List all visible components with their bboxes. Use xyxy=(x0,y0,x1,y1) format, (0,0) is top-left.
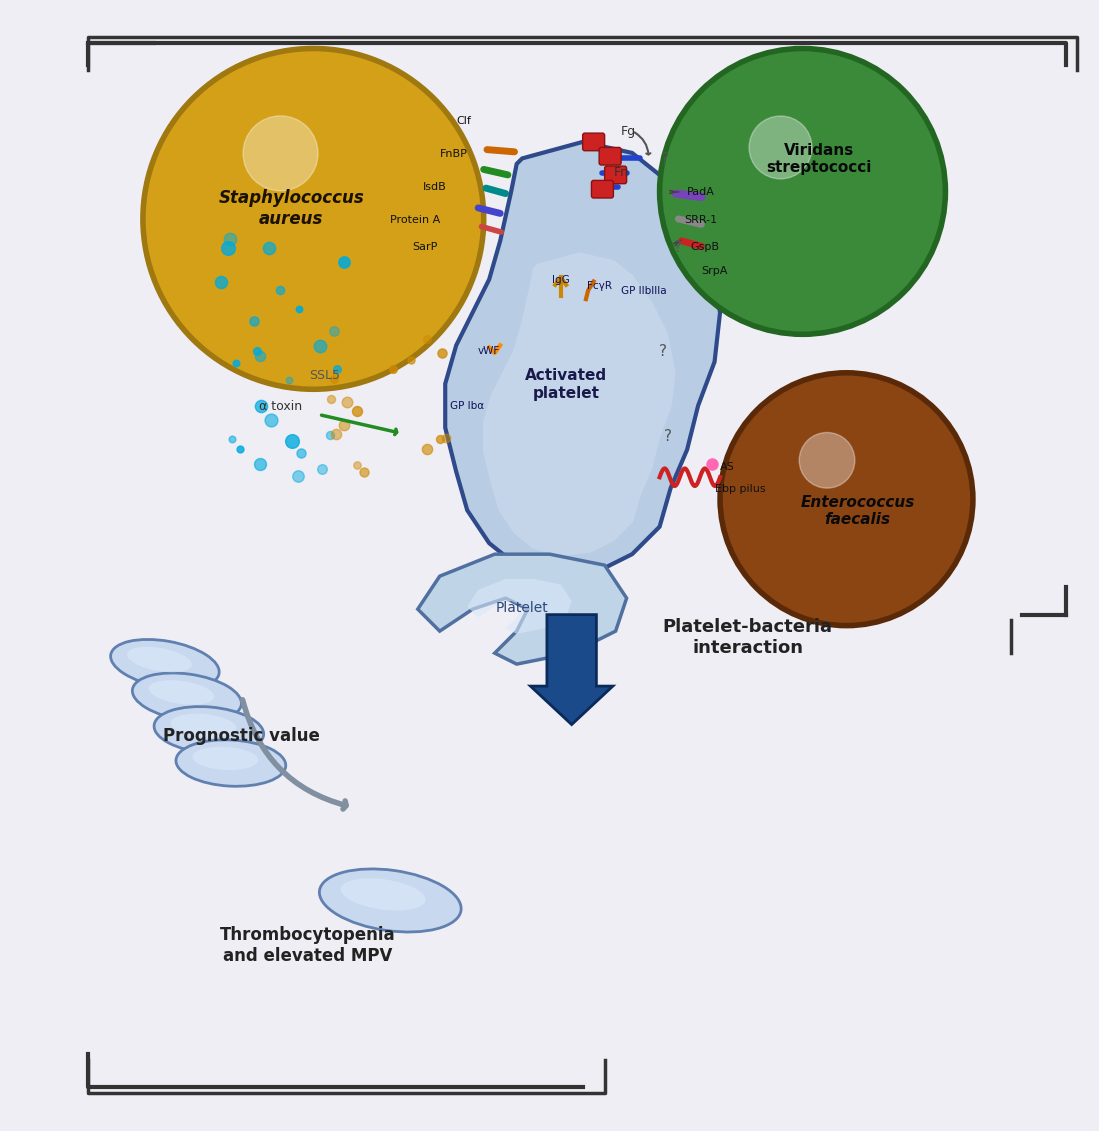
Text: Thrombocytopenia
and elevated MPV: Thrombocytopenia and elevated MPV xyxy=(220,925,396,964)
Point xyxy=(431,430,448,448)
Point xyxy=(227,354,245,372)
Text: Platelet-bacteria
interaction: Platelet-bacteria interaction xyxy=(663,618,832,656)
Point xyxy=(248,343,266,361)
Point xyxy=(245,312,263,330)
Point xyxy=(324,371,342,389)
Text: ?: ? xyxy=(674,240,682,254)
Point xyxy=(321,426,338,444)
Point xyxy=(433,344,451,362)
Ellipse shape xyxy=(170,714,236,737)
Text: SrpA: SrpA xyxy=(701,266,728,276)
Point xyxy=(335,416,353,434)
Point xyxy=(232,440,249,458)
Text: ?: ? xyxy=(660,152,669,166)
Point xyxy=(260,240,278,258)
FancyBboxPatch shape xyxy=(582,133,604,152)
Point xyxy=(221,231,238,249)
Point xyxy=(212,274,230,292)
Point xyxy=(252,455,269,473)
Text: Prognostic value: Prognostic value xyxy=(164,727,320,745)
Text: Fg: Fg xyxy=(621,126,636,138)
FancyBboxPatch shape xyxy=(604,166,626,184)
Text: Ebp pilus: Ebp pilus xyxy=(714,484,765,493)
Circle shape xyxy=(748,116,812,180)
Circle shape xyxy=(143,49,484,390)
Text: vWF: vWF xyxy=(478,346,500,356)
Point xyxy=(271,282,289,300)
Point xyxy=(418,440,435,458)
Ellipse shape xyxy=(192,746,258,770)
Point xyxy=(437,430,455,448)
Text: SarP: SarP xyxy=(412,242,437,252)
Text: Clf: Clf xyxy=(456,115,471,126)
Point xyxy=(263,411,280,429)
Circle shape xyxy=(243,116,318,191)
Point xyxy=(402,352,420,370)
Ellipse shape xyxy=(148,681,214,705)
Text: α toxin: α toxin xyxy=(258,399,302,413)
Point xyxy=(313,460,331,478)
Text: SSL5: SSL5 xyxy=(309,369,340,382)
FancyBboxPatch shape xyxy=(599,148,621,165)
Point xyxy=(220,240,237,258)
Text: Enterococcus
faecalis: Enterococcus faecalis xyxy=(800,494,914,527)
Text: FnBP: FnBP xyxy=(440,148,467,158)
Polygon shape xyxy=(484,253,675,556)
Circle shape xyxy=(720,373,973,625)
FancyArrow shape xyxy=(530,615,613,725)
Ellipse shape xyxy=(320,869,460,932)
Point xyxy=(284,433,301,451)
Text: PadA: PadA xyxy=(687,187,714,197)
Polygon shape xyxy=(418,554,626,664)
Text: Staphylococcus
aureus: Staphylococcus aureus xyxy=(219,189,364,227)
Point xyxy=(348,403,366,421)
Text: ?: ? xyxy=(664,429,673,443)
Point xyxy=(322,390,340,408)
Point xyxy=(348,457,366,475)
Text: FcγR: FcγR xyxy=(587,280,611,291)
Circle shape xyxy=(659,49,945,335)
Text: Platelet: Platelet xyxy=(496,601,548,614)
Text: Activated
platelet: Activated platelet xyxy=(525,368,607,400)
Text: AS: AS xyxy=(720,461,734,472)
Point xyxy=(419,330,436,348)
Text: SRR-1: SRR-1 xyxy=(684,215,717,224)
Ellipse shape xyxy=(126,647,192,673)
Point xyxy=(291,444,309,463)
Text: IsdB: IsdB xyxy=(423,181,447,191)
Point xyxy=(325,322,343,340)
Point xyxy=(355,463,373,481)
Point xyxy=(338,394,356,412)
Text: GP IIbIIIa: GP IIbIIIa xyxy=(621,286,667,296)
Text: IgG: IgG xyxy=(552,275,569,285)
Text: Fn: Fn xyxy=(613,165,629,179)
Point xyxy=(328,425,345,443)
Point xyxy=(290,301,308,319)
Text: GP Ibα: GP Ibα xyxy=(449,402,485,412)
Ellipse shape xyxy=(111,640,219,689)
FancyBboxPatch shape xyxy=(591,181,613,199)
Point xyxy=(252,397,269,415)
Text: Protein A: Protein A xyxy=(390,215,441,224)
Text: ?: ? xyxy=(658,344,667,359)
Point xyxy=(328,360,345,378)
Ellipse shape xyxy=(132,673,242,722)
Ellipse shape xyxy=(154,707,264,753)
Point xyxy=(289,468,307,486)
Polygon shape xyxy=(467,579,571,634)
Point xyxy=(311,338,329,356)
Text: GspB: GspB xyxy=(690,242,719,252)
Text: Viridans
streptococci: Viridans streptococci xyxy=(766,143,872,175)
Circle shape xyxy=(799,433,855,489)
Point xyxy=(223,430,241,448)
Ellipse shape xyxy=(341,879,425,910)
Polygon shape xyxy=(445,143,720,577)
Ellipse shape xyxy=(176,740,286,786)
Point xyxy=(252,347,269,365)
Point xyxy=(384,361,401,379)
Point xyxy=(335,253,353,271)
Point xyxy=(280,371,298,389)
